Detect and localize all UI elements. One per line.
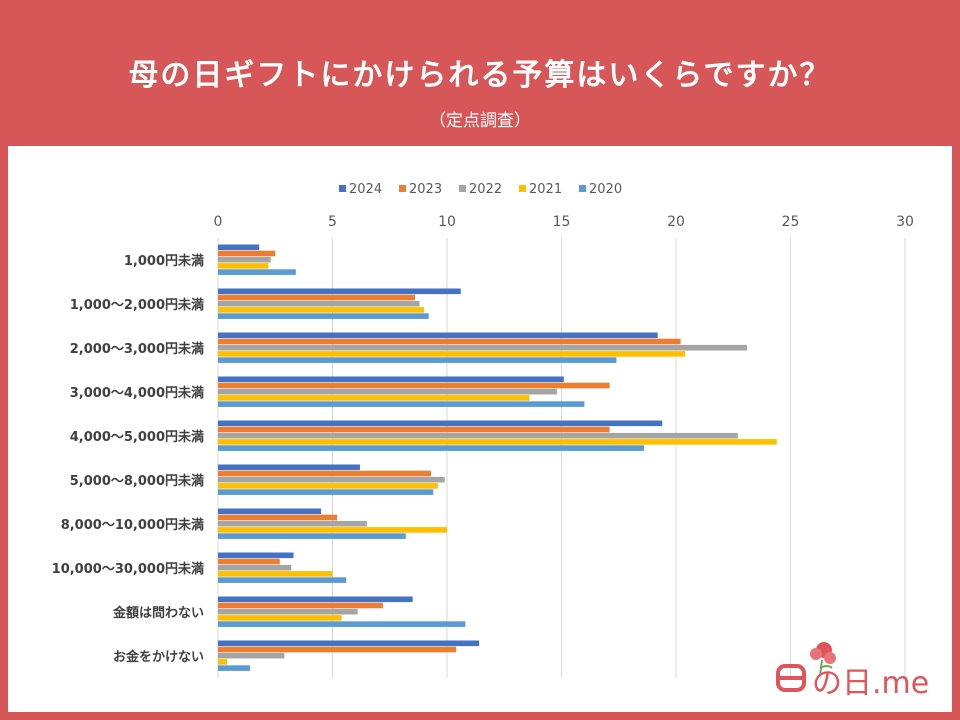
category-label: 10,000～30,000円未満 (52, 561, 204, 577)
category-label: お金をかけない (113, 649, 204, 665)
legend-swatch (399, 185, 406, 192)
category-label: 1,000円未満 (124, 253, 204, 269)
bar (218, 445, 644, 451)
bar (218, 288, 461, 295)
bar (218, 659, 228, 665)
bar (218, 615, 342, 621)
bar (218, 514, 338, 521)
legend-swatch (579, 185, 586, 192)
x-tick-label: 30 (896, 214, 914, 230)
bar (218, 571, 333, 577)
bar (218, 432, 738, 439)
bar (218, 470, 431, 477)
legend-label: 2022 (469, 182, 502, 197)
legend-swatch (519, 185, 526, 192)
bar (218, 464, 360, 471)
legend-label: 2023 (409, 182, 442, 197)
bar (218, 388, 557, 395)
x-tick-label: 5 (328, 214, 337, 230)
bar (218, 564, 292, 571)
bar (218, 332, 658, 339)
mother-glyph-icon (776, 664, 806, 692)
logo-text: の日.me (812, 666, 930, 701)
category-label: 1,000～2,000円未満 (70, 297, 204, 313)
bar (218, 338, 681, 345)
bar-chart: 0 5 10 15 20 25 30 2024 2023 2022 2021 2020 1,000円未満… (52, 182, 914, 678)
bar (218, 294, 415, 301)
page-subtitle: （定点調査） (429, 111, 531, 131)
category-label: 金額は問わない (112, 605, 204, 621)
page-title: 母の日ギフトにかけられる予算はいくらですか？ (128, 58, 832, 93)
bar (218, 307, 425, 313)
bar (218, 489, 434, 495)
category-label: 3,000～4,000円未満 (70, 385, 204, 401)
legend-label: 2020 (589, 182, 622, 197)
bar (218, 652, 285, 659)
bar (218, 508, 322, 515)
carnation-icon (810, 642, 836, 677)
bar (218, 357, 617, 363)
category-label: 8,000～10,000円未満 (61, 517, 204, 533)
legend-swatch (339, 185, 346, 192)
bar (218, 250, 276, 257)
bar (218, 665, 251, 671)
bar (218, 558, 280, 565)
bar (218, 520, 367, 527)
legend-label: 2021 (529, 182, 562, 197)
category-label: 2,000～3,000円未満 (70, 341, 204, 357)
bar (218, 621, 466, 627)
x-tick-label: 15 (553, 214, 571, 230)
bar (218, 351, 686, 357)
bar (218, 552, 294, 559)
x-tick-label: 20 (667, 214, 685, 230)
bar (218, 608, 358, 615)
bar (218, 596, 413, 603)
chart-panel: 0 5 10 15 20 25 30 2024 2023 2022 2021 2020 1,000円未満… (8, 146, 952, 712)
legend-label: 2024 (349, 182, 382, 197)
bar (218, 263, 269, 269)
category-label: 5,000～8,000円未満 (70, 473, 204, 489)
bar (218, 256, 271, 263)
bar (218, 426, 610, 433)
bar (218, 401, 585, 407)
bar (218, 533, 406, 539)
bar (218, 395, 530, 401)
bar (218, 300, 420, 307)
legend-swatch (459, 185, 466, 192)
x-tick-label: 10 (438, 214, 456, 230)
bar (218, 376, 564, 383)
site-logo: の日.me (772, 636, 942, 701)
bar (218, 269, 296, 275)
x-tick-label: 25 (782, 214, 800, 230)
bar (218, 527, 447, 533)
category-label: 4,000～5,000円未満 (70, 429, 204, 445)
bar (218, 602, 383, 609)
bar (218, 640, 480, 647)
bar (218, 476, 445, 483)
bar (218, 244, 260, 251)
bar (218, 577, 347, 583)
bar (218, 344, 747, 351)
bar (218, 646, 457, 653)
bar (218, 313, 429, 319)
bar (218, 382, 610, 389)
bar (218, 439, 777, 445)
bar (218, 420, 663, 427)
bar (218, 483, 438, 489)
x-tick-label: 0 (214, 214, 223, 230)
